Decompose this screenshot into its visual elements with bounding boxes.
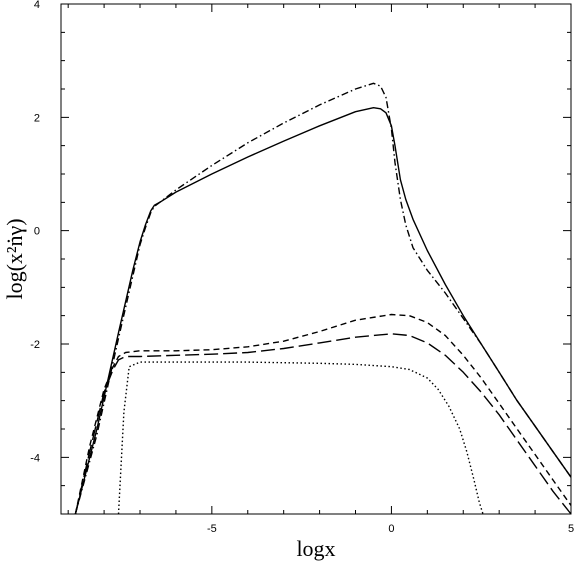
x-tick-label: 5 (568, 523, 574, 535)
curve-solid (74, 107, 572, 515)
x-tick-label: 0 (388, 523, 394, 535)
curve-dashdot (74, 82, 572, 515)
y-tick-label: -2 (30, 339, 40, 351)
axis-ticks (61, 3, 572, 515)
tick-marks (61, 3, 572, 515)
axis-tick-labels: -5 0 5 -4 -2 0 2 4 (30, 0, 574, 535)
curve-dotted (117, 361, 484, 515)
curves (74, 82, 572, 515)
y-tick-label: 2 (34, 112, 40, 124)
curve-longdash (74, 333, 572, 515)
y-tick-label: -4 (30, 452, 40, 464)
x-tick-label: -5 (207, 523, 217, 535)
curve-dashed (74, 313, 572, 515)
y-tick-label: 0 (34, 226, 40, 238)
plot-frame (60, 3, 572, 515)
y-axis-title: log(x²ṅγ) (2, 218, 27, 299)
x-axis-title: logx (296, 536, 335, 561)
y-tick-label: 4 (34, 0, 40, 11)
